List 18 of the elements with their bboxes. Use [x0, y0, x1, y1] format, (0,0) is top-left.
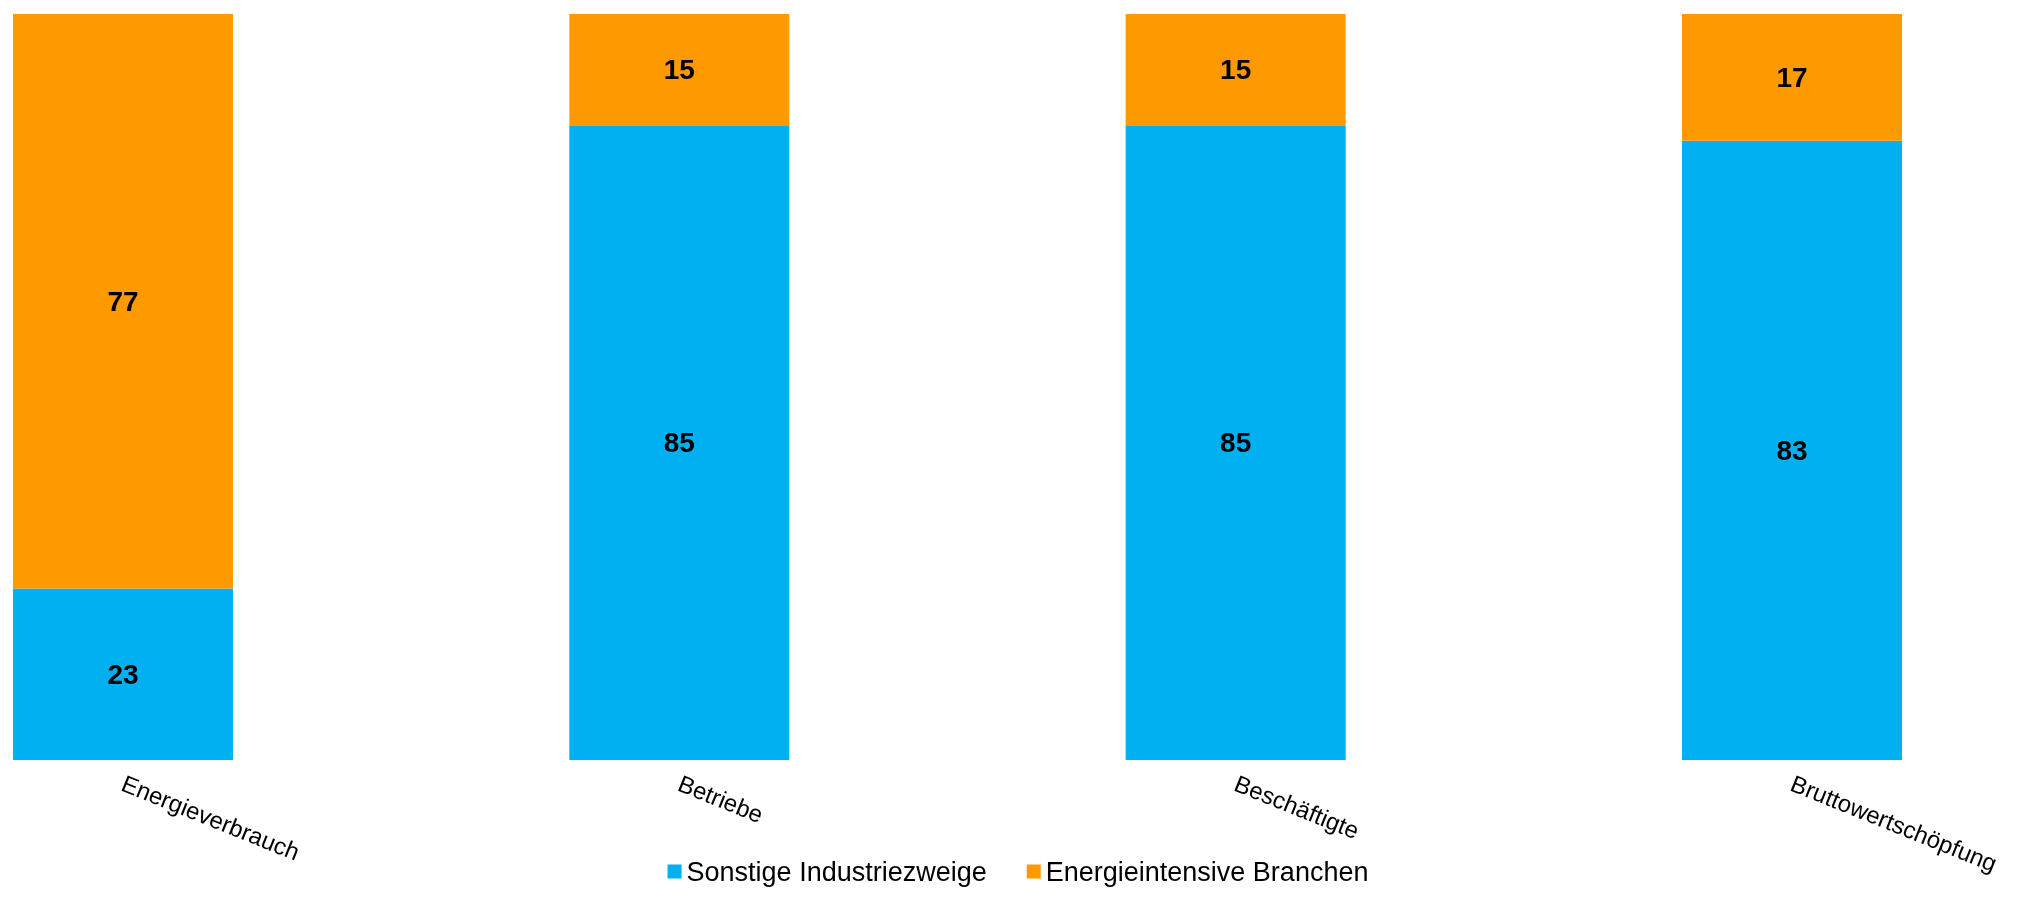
data-label: 15 — [663, 54, 695, 86]
bar — [1125, 14, 1346, 126]
data-label: 85 — [663, 427, 695, 459]
data-label: 77 — [107, 285, 139, 317]
bar — [569, 125, 790, 760]
bar — [13, 14, 233, 589]
bar — [1682, 140, 1902, 760]
data-label: 23 — [107, 658, 139, 690]
bar — [13, 588, 233, 760]
data-label: 15 — [1220, 54, 1252, 86]
data-label: 85 — [1220, 427, 1252, 459]
legend-label: Energieintensive Branchen — [1045, 856, 1369, 887]
data-label: 17 — [1776, 61, 1808, 93]
data-label: 83 — [1776, 434, 1808, 466]
bar — [1682, 14, 1902, 141]
bar — [1125, 125, 1346, 760]
legend-label: Sonstige Industriezweige — [686, 856, 987, 887]
bar — [569, 14, 790, 126]
